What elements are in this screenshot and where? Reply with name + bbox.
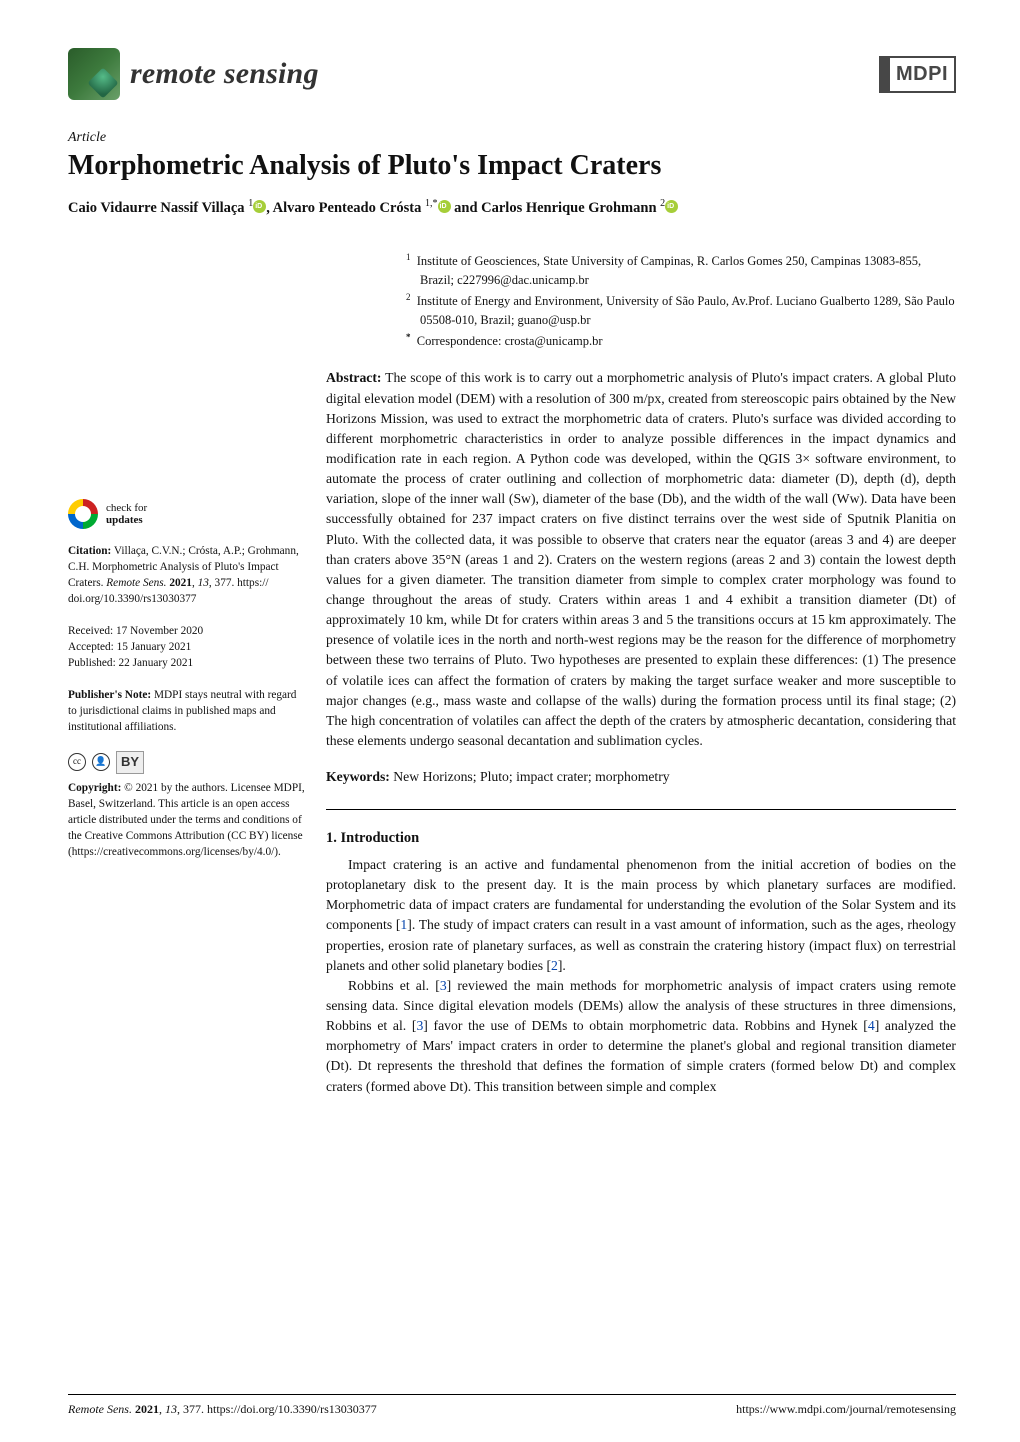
two-column-layout: check for updates Citation: Villaça, C.V…: [68, 239, 956, 1097]
section-heading-1: 1. Introduction: [326, 828, 956, 849]
correspondence: * Correspondence: crosta@unicamp.br: [406, 331, 956, 351]
keywords-label: Keywords:: [326, 769, 390, 784]
citation-label: Citation:: [68, 545, 111, 557]
received-date: Received: 17 November 2020: [68, 623, 308, 639]
published-date: Published: 22 January 2021: [68, 655, 308, 671]
corr-text: Correspondence: crosta@unicamp.br: [417, 334, 603, 348]
intro-para-1: Impact cratering is an active and fundam…: [326, 855, 956, 976]
header: remote sensing MDPI: [68, 48, 956, 100]
journal-logo-icon: [68, 48, 120, 100]
footer-vol: 13: [165, 1402, 177, 1416]
publishers-note-block: Publisher's Note: MDPI stays neutral wit…: [68, 687, 308, 735]
ref-link-2[interactable]: 2: [551, 958, 558, 973]
affiliations: 1 Institute of Geosciences, State Univer…: [406, 251, 956, 350]
corr-sup: *: [406, 332, 411, 342]
publisher-logo: MDPI: [879, 56, 956, 93]
author-1: Caio Vidaurre Nassif Villaça: [68, 200, 248, 216]
page: remote sensing MDPI Article Morphometric…: [0, 0, 1020, 1442]
by-icon: 👤: [92, 753, 110, 771]
orcid-icon[interactable]: [665, 200, 678, 213]
cc-license-badge[interactable]: cc 👤 BY: [68, 751, 308, 773]
pubnote-label: Publisher's Note:: [68, 689, 151, 701]
by-label: BY: [116, 751, 144, 773]
orcid-icon[interactable]: [253, 200, 266, 213]
divider: [326, 809, 956, 810]
intro-para-2: Robbins et al. [3] reviewed the main met…: [326, 976, 956, 1097]
p2-a: Robbins et al. [: [348, 978, 440, 993]
authors: Caio Vidaurre Nassif Villaça 1, Alvaro P…: [68, 197, 956, 219]
citation-block: Citation: Villaça, C.V.N.; Crósta, A.P.;…: [68, 543, 308, 607]
footer-rest: , 377. https://doi.org/10.3390/rs1303037…: [177, 1402, 377, 1416]
footer: Remote Sens. 2021, 13, 377. https://doi.…: [68, 1394, 956, 1418]
check-for-updates[interactable]: check for updates: [68, 499, 308, 529]
dates-block: Received: 17 November 2020 Accepted: 15 …: [68, 623, 308, 671]
journal-block: remote sensing: [68, 48, 319, 100]
crossmark-icon: [68, 499, 98, 529]
abstract: Abstract: The scope of this work is to c…: [326, 368, 956, 751]
p1-b: ]. The study of impact craters can resul…: [326, 917, 956, 972]
accepted-date: Accepted: 15 January 2021: [68, 639, 308, 655]
copyright-block: Copyright: © 2021 by the authors. Licens…: [68, 780, 308, 860]
affiliation-1: 1 Institute of Geosciences, State Univer…: [406, 251, 956, 290]
author-2-corr: *: [433, 198, 438, 209]
check-updates-line1: check for: [106, 502, 147, 514]
journal-name: remote sensing: [130, 52, 319, 96]
footer-year: 2021: [135, 1402, 159, 1416]
keywords: Keywords: New Horizons; Pluto; impact cr…: [326, 767, 956, 787]
article-title: Morphometric Analysis of Pluto's Impact …: [68, 149, 956, 183]
citation-journal: Remote Sens.: [106, 577, 166, 589]
keywords-text: New Horizons; Pluto; impact crater; morp…: [390, 769, 670, 784]
citation-year: 2021: [169, 577, 192, 589]
abstract-text: The scope of this work is to carry out a…: [326, 370, 956, 748]
author-3: and Carlos Henrique Grohmann: [451, 200, 661, 216]
sidebar: check for updates Citation: Villaça, C.V…: [68, 239, 308, 876]
abstract-label: Abstract:: [326, 370, 382, 385]
affil-2-num: 2: [406, 292, 411, 302]
affil-1-num: 1: [406, 252, 411, 262]
main-column: 1 Institute of Geosciences, State Univer…: [326, 239, 956, 1097]
p2-c: ] favor the use of DEMs to obtain morpho…: [423, 1018, 868, 1033]
copyright-label: Copyright:: [68, 782, 121, 794]
footer-journal: Remote Sens.: [68, 1402, 132, 1416]
check-updates-line2: updates: [106, 514, 147, 526]
check-updates-text: check for updates: [106, 502, 147, 526]
author-2: , Alvaro Penteado Crósta: [266, 200, 425, 216]
ref-link-3a[interactable]: 3: [440, 978, 447, 993]
author-2-affil: 1,: [425, 198, 433, 209]
affil-2-text: Institute of Energy and Environment, Uni…: [417, 294, 955, 327]
affil-1-text: Institute of Geosciences, State Universi…: [417, 254, 921, 287]
p1-c: ].: [558, 958, 566, 973]
cc-icon: cc: [68, 753, 86, 771]
footer-right[interactable]: https://www.mdpi.com/journal/remotesensi…: [736, 1401, 956, 1418]
ref-link-4[interactable]: 4: [868, 1018, 875, 1033]
affiliation-2: 2 Institute of Energy and Environment, U…: [406, 291, 956, 330]
footer-left: Remote Sens. 2021, 13, 377. https://doi.…: [68, 1401, 377, 1418]
orcid-icon[interactable]: [438, 200, 451, 213]
article-type: Article: [68, 128, 956, 148]
citation-vol: 13: [198, 577, 209, 589]
